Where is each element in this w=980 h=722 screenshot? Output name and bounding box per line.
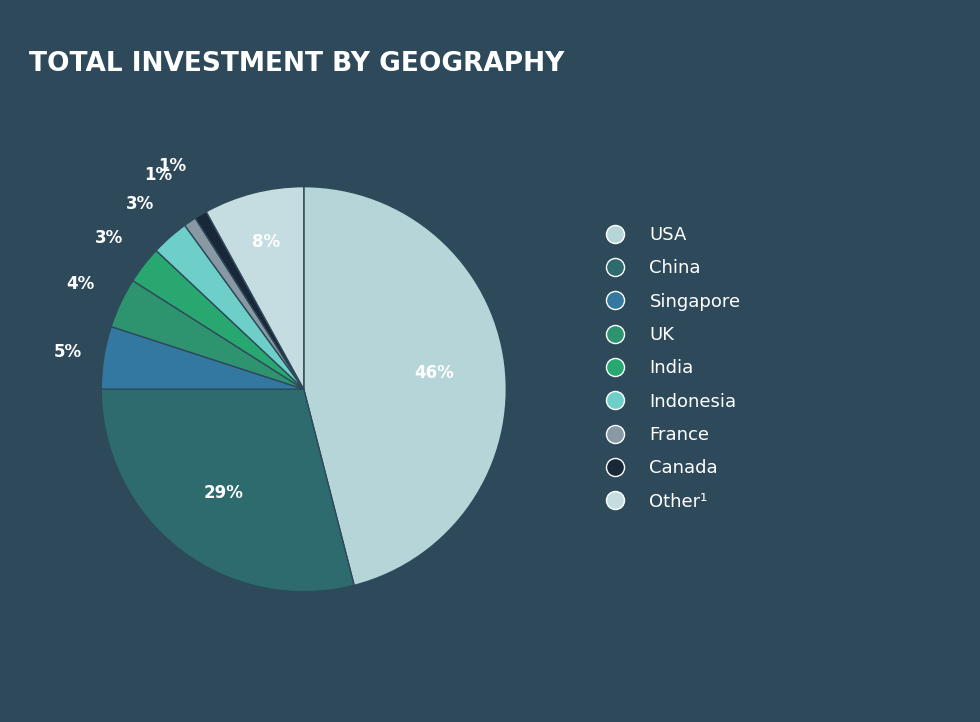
Wedge shape: [133, 251, 304, 389]
Wedge shape: [195, 212, 304, 389]
Text: 1%: 1%: [158, 157, 186, 175]
Text: 3%: 3%: [94, 229, 122, 247]
Text: 1%: 1%: [144, 166, 172, 184]
Text: 46%: 46%: [415, 364, 455, 382]
Text: 8%: 8%: [252, 233, 280, 251]
Text: 5%: 5%: [54, 343, 81, 361]
Wedge shape: [156, 225, 304, 389]
Text: 3%: 3%: [126, 195, 155, 213]
Wedge shape: [206, 187, 304, 389]
Wedge shape: [101, 389, 354, 592]
Legend: USA, China, Singapore, UK, India, Indonesia, France, Canada, Other¹: USA, China, Singapore, UK, India, Indone…: [597, 226, 741, 510]
Wedge shape: [101, 326, 304, 389]
Text: TOTAL INVESTMENT BY GEOGRAPHY: TOTAL INVESTMENT BY GEOGRAPHY: [29, 51, 564, 77]
Wedge shape: [304, 187, 507, 586]
Wedge shape: [185, 218, 304, 389]
Text: 4%: 4%: [66, 275, 94, 293]
Text: 29%: 29%: [203, 484, 243, 503]
Wedge shape: [111, 281, 304, 389]
